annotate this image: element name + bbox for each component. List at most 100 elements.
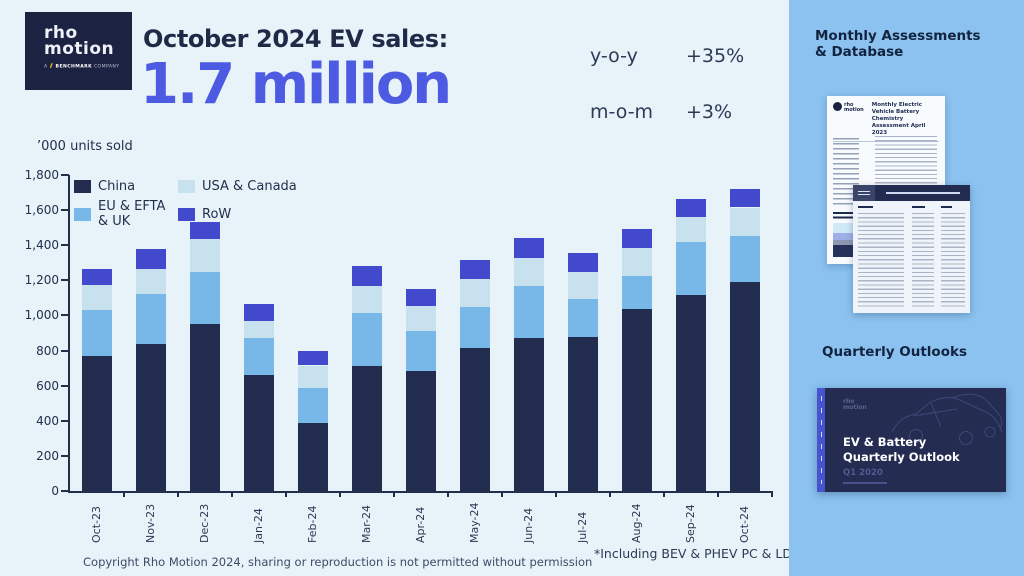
stat-row-yoy: y-o-y +35% (590, 45, 744, 67)
bar-segment-usa-canada (622, 247, 652, 276)
table-doc-header (853, 185, 970, 201)
stat-row-mom: m-o-m +3% (590, 101, 744, 123)
card-footer-line (843, 482, 887, 484)
doc-title: Monthly Electric Vehicle Battery Chemist… (871, 102, 926, 136)
y-axis-tick (61, 244, 69, 247)
x-axis-category-label: Jun-24 (522, 507, 535, 543)
bar-segment-row (460, 260, 490, 279)
database-table-thumbnail[interactable] (853, 185, 970, 313)
x-axis-tick (285, 491, 287, 497)
y-axis-tick-label: 0 (51, 484, 59, 498)
x-axis-tick (447, 491, 449, 497)
bar-segment-eu-efta-uk (406, 331, 436, 371)
table-column-1 (858, 213, 904, 307)
stacked-bar-chart: 0 200 400 600 800 1,000 1,200 1,400 1,600 1,800 Oc… (25, 168, 773, 543)
logo-tagline: A BENCHMARK COMPANY (44, 63, 120, 70)
bar-segment-row (406, 289, 436, 306)
legend-item-row: RoW (178, 199, 297, 229)
x-axis-tick (393, 491, 395, 497)
y-axis-tick-label: 1,200 (24, 273, 59, 288)
x-axis-category-label: Apr-24 (414, 506, 427, 543)
table-column-3 (941, 213, 965, 307)
x-axis-tick (123, 491, 125, 497)
bar-segment-row (730, 189, 760, 208)
bar-segment-eu-efta-uk (352, 312, 382, 367)
bar-segment-row (190, 222, 220, 240)
legend-item-china: China (74, 179, 178, 194)
bar-segment-usa-canada (298, 365, 328, 389)
y-axis-tick-label: 800 (36, 343, 59, 358)
table-column-2 (912, 213, 934, 307)
x-axis-category-label: Aug-24 (630, 503, 643, 543)
x-axis-tick (663, 491, 665, 497)
legend-swatch (74, 207, 91, 221)
rho-motion-logo: rho motion A BENCHMARK COMPANY (25, 12, 132, 90)
y-axis-tick-label: 600 (36, 378, 59, 393)
legend-swatch (178, 207, 195, 221)
bar-segment-china (730, 282, 760, 491)
table-doc-title-band (875, 185, 970, 201)
car-wireframe-icon (891, 393, 1003, 445)
bar-segment-eu-efta-uk (676, 241, 706, 296)
bar-segment-eu-efta-uk (244, 338, 274, 376)
y-axis-tick (61, 174, 69, 176)
x-axis-category-label: Mar-24 (360, 504, 373, 543)
rho-motion-mini-logo (853, 185, 875, 201)
legend-label: China (98, 179, 136, 194)
bar-segment-china (298, 423, 328, 491)
bar-segment-row (298, 351, 328, 366)
card-accent-stripe (817, 388, 825, 492)
x-axis-category-label: Oct-24 (738, 506, 751, 543)
sidebar: Monthly Assessments & Database rho motio… (789, 0, 1024, 576)
quarterly-outlook-thumbnail[interactable]: rho motion EV & Battery Quarterly Outloo… (817, 388, 1006, 492)
bar-segment-row (622, 228, 652, 248)
doc-mini-chart-title (833, 212, 869, 220)
bar-segment-china (676, 295, 706, 491)
y-axis-tick-label: 200 (36, 448, 59, 463)
growth-stats: y-o-y +35% m-o-m +3% (590, 45, 744, 157)
x-axis-tick (231, 491, 233, 497)
chart-legend: China USA & Canada EU & EFTA & UK RoW (74, 179, 297, 229)
y-axis-tick (61, 209, 69, 212)
y-axis-tick (61, 490, 69, 492)
x-axis-tick (501, 491, 503, 497)
x-axis-category-label: Jul-24 (576, 511, 589, 543)
legend-label: EU & EFTA & UK (98, 199, 166, 229)
bar-segment-china (82, 355, 112, 491)
bar-segment-row (676, 198, 706, 218)
bar-segment-usa-canada (244, 320, 274, 339)
y-axis-tick (61, 419, 69, 422)
mom-label: m-o-m (590, 101, 654, 123)
legend-label: RoW (202, 206, 232, 222)
x-axis-category-label: Dec-23 (198, 503, 211, 543)
bar-segment-china (406, 370, 436, 491)
bar-segment-usa-canada (514, 257, 544, 286)
card-title: EV & Battery Quarterly Outlook (843, 435, 960, 464)
y-axis-tick (61, 314, 69, 317)
bar-segment-usa-canada (82, 284, 112, 311)
bar-segment-usa-canada (406, 305, 436, 332)
x-axis-category-label: Feb-24 (306, 505, 319, 543)
bar-segment-eu-efta-uk (82, 310, 112, 356)
y-axis-tick (61, 349, 69, 352)
y-axis-tick (61, 279, 69, 282)
sidebar-heading-monthly: Monthly Assessments & Database (815, 28, 981, 61)
bar-segment-usa-canada (136, 268, 166, 294)
bar-segment-china (514, 338, 544, 491)
bar-segment-eu-efta-uk (514, 285, 544, 339)
x-axis-category-label: Sep-24 (684, 504, 697, 543)
y-axis-tick-label: 1,800 (24, 168, 59, 182)
bar-segment-row (352, 266, 382, 287)
x-axis-tick (555, 491, 557, 497)
card-subtitle: Q1 2020 (843, 468, 883, 478)
bar-segment-china (352, 366, 382, 491)
bar-segment-row (568, 253, 598, 272)
x-axis-category-label: Jan-24 (252, 508, 265, 543)
y-axis-tick (61, 384, 69, 387)
table-column-headers (853, 206, 970, 209)
rho-motion-mini-logo-icon (833, 102, 842, 111)
x-axis-category-label: May-24 (468, 502, 481, 543)
bar-segment-usa-canada (730, 207, 760, 237)
bar-segment-eu-efta-uk (568, 298, 598, 338)
bar-segment-eu-efta-uk (190, 271, 220, 325)
